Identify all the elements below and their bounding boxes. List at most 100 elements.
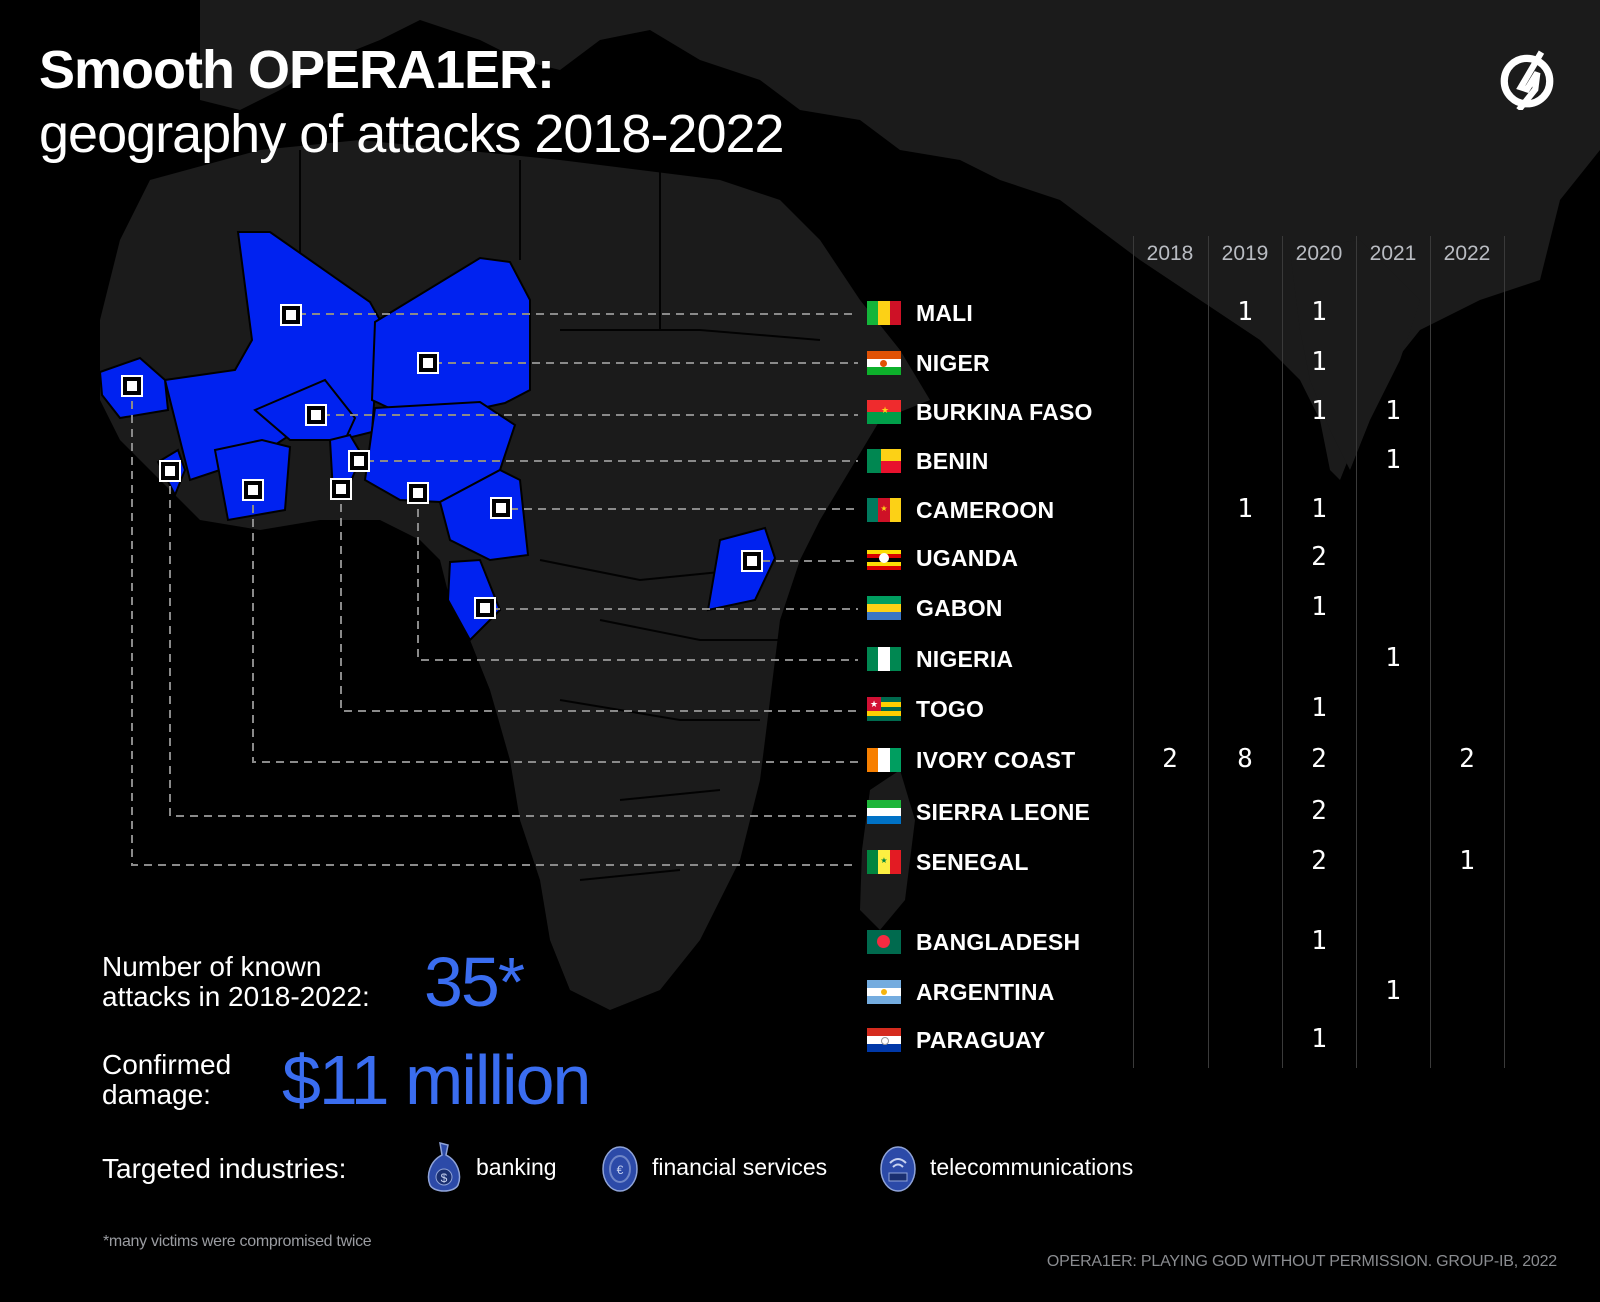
table-row: BANGLADESH: [867, 925, 1080, 959]
year-header-2019: 2019: [1221, 242, 1269, 265]
attacks-label-line-2: attacks in 2018-2022:: [102, 981, 370, 1012]
attack-count-cell: 1: [1311, 396, 1327, 426]
country-name: CAMEROON: [916, 496, 1055, 523]
attacks-label-line-1: Number of known: [102, 951, 322, 982]
industry-banking-label: banking: [476, 1153, 557, 1180]
argentina-flag-icon: [867, 980, 901, 1004]
table-row: IVORY COAST: [867, 743, 1075, 777]
attack-count-cell: 1: [1385, 396, 1401, 426]
attack-count-cell: 1: [1237, 494, 1253, 524]
damage-amount: $11 million: [282, 1041, 591, 1119]
connector-lines: [131, 313, 858, 866]
attack-count-cell: 1: [1311, 297, 1327, 327]
table-row: ★ SENEGAL: [867, 845, 1029, 879]
attack-count-cell: 1: [1311, 693, 1327, 723]
attacks-label: Number of known attacks in 2018-2022:: [102, 952, 370, 1012]
column-divider: [1504, 236, 1505, 1068]
damage-label-line-1: Confirmed: [102, 1049, 232, 1080]
attack-count-cell: 2: [1162, 744, 1178, 774]
source-credit: OPERA1ER: PLAYING GOD WITHOUT PERMISSION…: [1046, 1253, 1557, 1270]
togo-flag-icon: ★: [867, 697, 901, 721]
industry-financial-services-label: financial services: [652, 1153, 828, 1180]
sierra-leone-flag-icon: [867, 800, 901, 824]
table-row: NIGERIA: [867, 642, 1013, 676]
damage-label-line-2: damage:: [102, 1079, 211, 1110]
attacks-count: 35*: [424, 943, 525, 1021]
attack-count-cell: 1: [1385, 445, 1401, 475]
country-name: BURKINA FASO: [916, 398, 1093, 425]
page-title: Smooth OPERA1ER: geography of attacks 20…: [39, 38, 785, 166]
coin-icon: €: [602, 1146, 638, 1192]
attack-count-cell: 2: [1311, 796, 1327, 826]
industries-label: Targeted industries:: [102, 1153, 347, 1184]
wireless-card-icon: [880, 1146, 916, 1192]
footnote: *many victims were compromised twice: [103, 1233, 372, 1250]
table-row: GABON: [867, 591, 1003, 625]
attack-count-cell: 1: [1311, 592, 1327, 622]
location-markers: [121, 304, 763, 619]
table-row: MALI: [867, 296, 973, 330]
burkina-faso-flag-icon: ★: [867, 400, 901, 424]
country-name: UGANDA: [916, 544, 1019, 571]
column-divider: [1430, 236, 1431, 1068]
table-row: ★ TOGO: [867, 692, 984, 726]
attack-count-cell: 2: [1311, 542, 1327, 572]
country-name: NIGERIA: [916, 645, 1014, 672]
column-divider: [1208, 236, 1209, 1068]
attack-count-cell: 2: [1311, 744, 1327, 774]
nigeria-flag-icon: [867, 647, 901, 671]
country-name: TOGO: [916, 695, 985, 722]
year-header-2022: 2022: [1443, 242, 1491, 265]
country-name: SENEGAL: [916, 848, 1029, 875]
niger-flag-icon: [867, 351, 901, 375]
damage-label: Confirmed damage:: [102, 1050, 231, 1110]
table-row: ★ CAMEROON: [867, 493, 1054, 527]
bangladesh-flag-icon: [867, 930, 901, 954]
country-name: SIERRA LEONE: [916, 798, 1091, 825]
country-name: PARAGUAY: [916, 1026, 1046, 1053]
year-header-2020: 2020: [1295, 242, 1343, 265]
table-row: BENIN: [867, 444, 989, 478]
table-row: NIGER: [867, 346, 990, 380]
mali-flag-icon: [867, 301, 901, 325]
table-row: SIERRA LEONE: [867, 795, 1090, 829]
svg-text:€: €: [617, 1163, 624, 1177]
table-row: PARAGUAY: [867, 1023, 1045, 1057]
year-header-2021: 2021: [1369, 242, 1417, 265]
country-name: IVORY COAST: [916, 746, 1076, 773]
column-divider: [1133, 236, 1134, 1068]
country-name: MALI: [916, 299, 974, 326]
attack-count-cell: 1: [1311, 494, 1327, 524]
country-name: ARGENTINA: [916, 978, 1055, 1005]
paraguay-flag-icon: [867, 1028, 901, 1052]
table-row: ARGENTINA: [867, 975, 1055, 1009]
cameroon-flag-icon: ★: [867, 498, 901, 522]
attack-count-cell: 1: [1311, 926, 1327, 956]
attack-count-cell: 2: [1459, 744, 1475, 774]
cameroon-region: [438, 468, 530, 562]
industry-telecommunications-label: telecommunications: [930, 1153, 1134, 1180]
table-row: ★ BURKINA FASO: [867, 395, 1093, 429]
benin-flag-icon: [867, 449, 901, 473]
attack-count-cell: 2: [1311, 846, 1327, 876]
attack-count-cell: 1: [1459, 846, 1475, 876]
attack-count-cell: 1: [1311, 1024, 1327, 1054]
attack-count-cell: 1: [1385, 976, 1401, 1006]
title-line-1: Smooth OPERA1ER:: [39, 40, 555, 100]
money-bag-icon: $: [427, 1141, 461, 1192]
year-header-2018: 2018: [1146, 242, 1194, 265]
gabon-flag-icon: [867, 596, 901, 620]
industry-banking: $ banking: [424, 1141, 557, 1193]
country-name: NIGER: [916, 349, 990, 376]
attack-count-cell: 1: [1311, 347, 1327, 377]
india-landmass: [1290, 240, 1420, 470]
country-name: BANGLADESH: [916, 928, 1081, 955]
attack-count-cell: 1: [1237, 297, 1253, 327]
attack-count-cell: 8: [1237, 744, 1253, 774]
industry-financial-services: € financial services: [600, 1141, 827, 1193]
country-name: BENIN: [916, 447, 989, 474]
table-row: UGANDA: [867, 541, 1018, 575]
eurasia-landmass: [200, 0, 1600, 480]
senegal-flag-icon: ★: [867, 850, 901, 874]
